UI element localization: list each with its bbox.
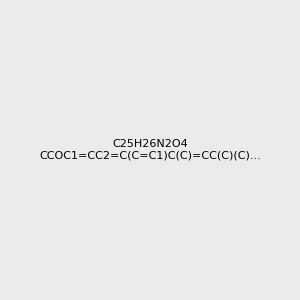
Text: C25H26N2O4
CCOC1=CC2=C(C=C1)C(C)=CC(C)(C)...: C25H26N2O4 CCOC1=CC2=C(C=C1)C(C)=CC(C)(C… [39,139,261,161]
